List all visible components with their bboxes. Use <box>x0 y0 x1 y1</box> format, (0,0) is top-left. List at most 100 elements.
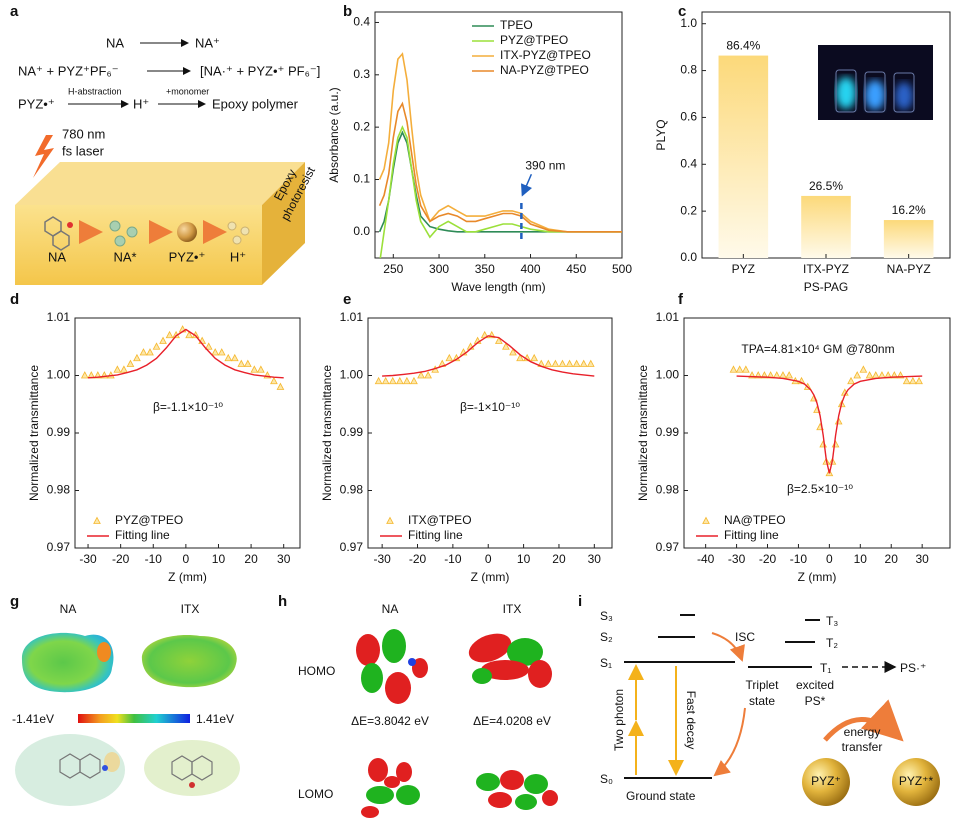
radical-icon <box>109 220 138 247</box>
data-point <box>729 365 738 373</box>
y-axis-label: Normalized transmittance <box>320 365 334 501</box>
x-tick-label: 20 <box>244 552 258 566</box>
step-label: +monomer <box>166 86 209 96</box>
x-tick-label: 30 <box>588 552 602 566</box>
data-point <box>509 348 517 356</box>
reactant: PYZ•⁺ <box>18 96 55 111</box>
x-tick-label: -30 <box>728 552 746 566</box>
species-label: PYZ•⁺ <box>169 249 206 264</box>
data-point <box>847 376 855 385</box>
data-point <box>126 359 135 367</box>
x-tick-label: -30 <box>79 552 97 566</box>
level-label: S₀ <box>600 772 613 786</box>
data-point <box>871 371 880 379</box>
fit-line <box>87 328 284 379</box>
x-tick-label: 350 <box>475 262 495 276</box>
data-point <box>224 353 233 362</box>
reactant: NA⁺ + PYZ⁺PF₆⁻ <box>18 63 119 78</box>
x-axis-label: PS-PAG <box>804 280 848 294</box>
data-point <box>785 371 794 379</box>
data-point <box>381 376 390 385</box>
product-label: PYZ⁺ <box>811 774 841 788</box>
x-tick-label: 0 <box>183 552 190 566</box>
product: Epoxy polymer <box>212 96 299 111</box>
state-label: state <box>749 694 775 708</box>
laser-label: 780 nm <box>62 126 105 141</box>
data-point <box>494 336 503 344</box>
x-tick-label: -10 <box>145 552 163 566</box>
data-point <box>395 376 404 385</box>
data-point <box>735 365 744 373</box>
x-tick-label: 500 <box>612 262 632 276</box>
y-tick-label: 0.6 <box>680 110 697 124</box>
step-label: H-abstraction <box>68 86 122 96</box>
x-tick-label: 300 <box>429 262 449 276</box>
x-tick-label: 20 <box>552 552 566 566</box>
data-point <box>902 376 911 385</box>
gap-label: ΔE=3.8042 eV <box>351 714 429 728</box>
pyz-icon <box>177 222 197 242</box>
panel-label: f <box>678 291 684 308</box>
x-tick-label: 30 <box>277 552 291 566</box>
series-line <box>378 101 622 233</box>
panel-label: c <box>678 3 686 20</box>
data-point <box>586 359 595 367</box>
data-point <box>572 359 581 367</box>
x-axis-label: Z (mm) <box>798 570 837 584</box>
level-label: S₁ <box>600 656 612 670</box>
data-point <box>257 365 265 373</box>
y-tick-label: 0.3 <box>353 67 370 81</box>
data-point <box>551 359 560 367</box>
data-point <box>502 342 510 350</box>
y-tick-label: 0.99 <box>340 425 364 439</box>
atom <box>189 782 195 788</box>
data-point <box>544 359 553 367</box>
series-line <box>378 130 622 233</box>
y-axis-label: Normalized transmittance <box>27 365 41 501</box>
esp-spot <box>97 642 111 662</box>
legend-label: ITX@TPEO <box>408 513 472 527</box>
chart: 0.97 0.98 0.99 1.00 1.01 -30 -20 -10 0 10 20 30 Z (m… <box>27 310 301 584</box>
chart: 0.97 0.98 0.99 1.00 1.01 -40 -30 -20 -10 0 10 20 30 Z… <box>636 310 951 584</box>
ground-label: Ground state <box>626 789 696 803</box>
panel-h: NA ITX HOMO LOMO ΔE=3.8042 eV ΔE=4.0208 … <box>298 602 558 818</box>
x-tick-label: -20 <box>409 552 427 566</box>
x-tick-label: -10 <box>444 552 462 566</box>
molecule-icon <box>44 216 73 251</box>
product: [NA·⁺ + PYZ•⁺ PF₆⁻] <box>200 63 320 78</box>
annotation: β=2.5×10⁻¹⁰ <box>787 482 853 496</box>
data-point <box>139 348 148 356</box>
data-point <box>230 353 239 362</box>
data-point <box>270 376 278 385</box>
chart: 0.97 0.98 0.99 1.00 1.01 -30 -20 -10 0 10 20 30 Z (m… <box>320 310 613 584</box>
panel-label: e <box>343 291 351 308</box>
reference-arrow <box>521 173 533 197</box>
atom <box>102 765 108 771</box>
value-label: 86.4% <box>726 39 760 53</box>
y-tick-label: 0.2 <box>680 203 697 217</box>
y-axis-label: Absorbance (a.u.) <box>327 87 341 182</box>
y-tick-label: 0.4 <box>680 156 697 170</box>
x-tick-label: 250 <box>383 262 403 276</box>
data-point <box>909 376 917 385</box>
panel-a: NA NA⁺ NA⁺ + PYZ⁺PF₆⁻ [NA·⁺ + PYZ•⁺ PF₆⁻… <box>15 35 320 285</box>
esp-spot <box>104 752 120 772</box>
molecule-label: NA <box>60 602 77 616</box>
state-label: excited <box>796 678 834 692</box>
x-tick-label: 10 <box>517 552 531 566</box>
y-tick-label: 0.4 <box>353 15 370 29</box>
data-point <box>152 342 161 350</box>
data-point <box>915 376 923 385</box>
value-label: 16.2% <box>892 203 926 217</box>
y-tick-label: 1.00 <box>340 368 364 382</box>
level-label: T₁ <box>820 661 831 675</box>
colorbar <box>78 714 190 723</box>
data-point <box>779 371 787 379</box>
decay-label: Fast decay <box>684 691 698 750</box>
series-line <box>378 52 622 233</box>
x-tick-label: 400 <box>521 262 541 276</box>
esp-surface <box>21 632 114 693</box>
transfer-arrow <box>823 699 904 742</box>
reactant: NA <box>106 35 124 50</box>
legend-label: NA-PYZ@TPEO <box>500 63 589 77</box>
